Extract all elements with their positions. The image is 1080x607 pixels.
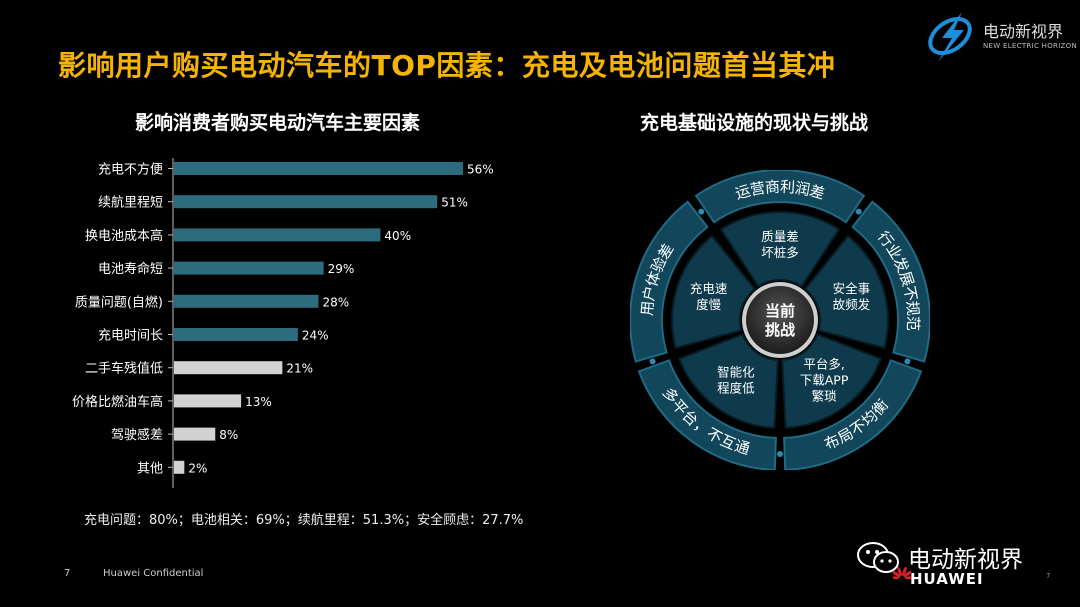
- category-label: 电池寿命短: [98, 261, 163, 277]
- diagram-title: 充电基础设施的现状与挑战: [640, 112, 869, 134]
- value-label: 40%: [384, 229, 411, 243]
- bar: [174, 427, 216, 441]
- value-label: 51%: [441, 196, 468, 210]
- huawei-wordmark: HUAWEI: [910, 570, 984, 588]
- bar: [174, 394, 242, 408]
- chart-title: 影响消费者购买电动汽车主要因素: [135, 112, 421, 134]
- ring-arrow-marker: [777, 451, 783, 457]
- outer-ring-segment: [694, 170, 866, 224]
- ring-arrow-marker: [855, 208, 862, 215]
- inner-challenge-label: 智能化程度低: [717, 365, 755, 396]
- inner-challenge-segment: [677, 333, 779, 429]
- bar: [174, 162, 463, 175]
- hub-label: 当前挑战: [765, 302, 795, 339]
- outer-ring-segment: [851, 200, 930, 363]
- bar: [174, 361, 283, 375]
- bar: [174, 328, 298, 341]
- logo-text: 电动新视界: [983, 22, 1064, 41]
- logo-subtitle: NEW ELECTRIC HORIZON: [983, 42, 1077, 50]
- ring-arrow-marker: [649, 358, 656, 365]
- page-number-right: 7: [1046, 572, 1051, 580]
- category-label: 质量问题(自燃): [75, 294, 163, 310]
- category-label: 换电池成本高: [85, 228, 163, 244]
- outer-ring-segment: [630, 200, 709, 363]
- outer-ring-segment: [783, 359, 923, 470]
- category-label: 二手车残值低: [85, 361, 163, 377]
- category-label: 充电不方便: [98, 162, 163, 178]
- confidential-label: Huawei Confidential: [103, 568, 204, 579]
- hub: [746, 286, 814, 354]
- category-label: 其他: [137, 461, 163, 476]
- inner-challenge-segment: [671, 234, 757, 350]
- summary-text: 充电问题：80%；电池相关：69%；续航里程：51.3%；安全顾虑：27.7%: [84, 513, 524, 528]
- inner-challenge-segment: [803, 234, 889, 350]
- category-label: 续航里程短: [98, 195, 163, 211]
- value-label: 2%: [188, 461, 207, 475]
- category-label: 驾驶感差: [111, 427, 163, 443]
- bar: [174, 460, 185, 474]
- bar: [174, 261, 324, 275]
- page-title: 影响用户购买电动汽车的TOP因素：充电及电池问题首当其冲: [58, 49, 836, 82]
- category-label: 充电时间长: [98, 328, 163, 344]
- category-label: 价格比燃油车高: [72, 394, 163, 410]
- inner-challenge-label: 平台多,下载APP 繁琐: [800, 357, 849, 404]
- bar: [174, 228, 381, 242]
- value-label: 13%: [245, 395, 272, 409]
- inner-challenge-label: 质量差坏桩多: [761, 229, 799, 260]
- inner-challenge-segment: [781, 333, 883, 429]
- page-number: 7: [64, 568, 71, 579]
- inner-challenge-label: 安全事故频发: [833, 281, 871, 312]
- huawei-logo-icon: [893, 566, 911, 580]
- bar: [174, 294, 319, 308]
- logo-icon: [928, 12, 972, 62]
- bar-chart: 充电不方便 56% 续航里程短 51% 换电池成本高 40% 电池寿命短 29% 质量问题(自燃…: [72, 158, 494, 488]
- ring-arrow-marker: [698, 208, 705, 215]
- value-label: 28%: [323, 295, 350, 309]
- outer-ring-segment: [637, 359, 777, 470]
- value-label: 29%: [328, 262, 355, 276]
- value-label: 24%: [302, 329, 329, 343]
- bar: [174, 195, 438, 209]
- challenge-wheel: 运营商利润差行业发展不规范布局不均衡多平台，不互通用户体验差质量差坏桩多安全事故…: [630, 170, 930, 470]
- inner-challenge-segment: [719, 211, 841, 288]
- value-label: 8%: [219, 428, 238, 442]
- wechat-account-name: 电动新视界: [908, 547, 1023, 573]
- value-label: 21%: [286, 362, 313, 376]
- value-label: 56%: [467, 163, 494, 177]
- inner-challenge-label: 充电速度慢: [690, 281, 728, 312]
- ring-arrow-marker: [904, 358, 911, 365]
- wechat-icon: [857, 542, 899, 573]
